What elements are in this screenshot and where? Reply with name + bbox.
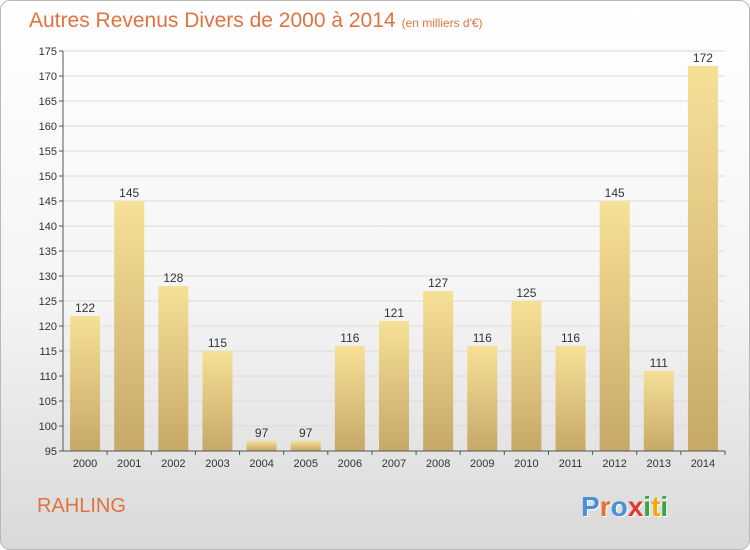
logo-letter: i (660, 491, 669, 522)
y-tick-label: 170 (39, 71, 57, 83)
bar-2013 (643, 371, 674, 451)
bar-value-label: 111 (650, 356, 669, 370)
x-tick-label: 2010 (514, 458, 538, 470)
y-tick-label: 160 (39, 121, 57, 133)
bar-value-label: 122 (75, 301, 95, 315)
y-tick-label: 155 (39, 146, 57, 158)
x-tick-label: 2012 (602, 458, 626, 470)
x-tick-label: 2004 (249, 458, 273, 470)
x-tick-label: 2001 (117, 458, 141, 470)
x-tick-label: 2009 (470, 458, 494, 470)
x-tick-label: 2008 (426, 458, 450, 470)
bar-2010 (511, 301, 542, 451)
y-tick-label: 150 (39, 171, 57, 183)
logo-letter: P (581, 491, 600, 522)
y-tick-label: 165 (39, 96, 57, 108)
bar-2000 (70, 316, 101, 451)
bar-2001 (114, 201, 145, 451)
x-tick-label: 2013 (647, 458, 671, 470)
bar-2005 (290, 441, 321, 451)
bar-2012 (599, 201, 630, 451)
place-name: RAHLING (37, 495, 126, 517)
bar-value-label: 172 (693, 51, 713, 65)
bar-value-label: 116 (473, 331, 492, 345)
y-tick-label: 130 (39, 271, 57, 283)
bar-value-label: 115 (208, 336, 227, 350)
bar-2008 (423, 291, 454, 451)
y-tick-label: 175 (39, 46, 57, 58)
bar-value-label: 97 (255, 426, 269, 440)
x-tick-label: 2005 (293, 458, 317, 470)
x-tick-label: 2011 (559, 458, 583, 470)
logo-letter: t (651, 491, 661, 522)
bar-2011 (555, 346, 586, 451)
y-tick-label: 105 (39, 396, 57, 408)
y-tick-label: 115 (39, 346, 57, 358)
bar-value-label: 121 (384, 306, 404, 320)
chart-title-text: Autres Revenus Divers de 2000 à 2014 (29, 9, 396, 32)
y-tick-label: 135 (39, 246, 57, 258)
y-tick-label: 140 (39, 221, 57, 233)
y-tick-label: 110 (39, 371, 57, 383)
x-tick-label: 2002 (161, 458, 185, 470)
proxiti-logo[interactable]: Proxiti (581, 491, 668, 523)
bar-value-label: 127 (428, 276, 448, 290)
y-tick-label: 120 (39, 321, 57, 333)
bar-value-label: 116 (561, 331, 580, 345)
bar-value-label: 97 (299, 426, 313, 440)
y-tick-label: 125 (39, 296, 57, 308)
logo-letter: x (627, 491, 644, 522)
x-tick-label: 2007 (382, 458, 406, 470)
logo-letter: r (599, 491, 611, 522)
chart-title: Autres Revenus Divers de 2000 à 2014 (en … (29, 9, 483, 33)
bar-2009 (467, 346, 498, 451)
logo-letter: i (643, 491, 652, 522)
chart-subtitle: (en milliers d'€) (401, 16, 483, 30)
bar-2007 (379, 321, 409, 451)
bar-2014 (687, 66, 718, 451)
bar-value-label: 116 (340, 331, 359, 345)
x-tick-label: 2006 (338, 458, 362, 470)
y-tick-label: 145 (39, 196, 57, 208)
bar-2004 (246, 441, 277, 451)
x-tick-label: 2000 (73, 458, 97, 470)
x-tick-label: 2003 (205, 458, 229, 470)
logo-letter: o (610, 491, 628, 522)
bar-2006 (334, 346, 365, 451)
y-tick-label: 95 (45, 446, 57, 458)
bar-value-label: 128 (163, 271, 183, 285)
bar-value-label: 145 (119, 186, 139, 200)
x-tick-label: 2014 (691, 458, 715, 470)
bar-value-label: 145 (605, 186, 625, 200)
bar-value-label: 125 (516, 286, 536, 300)
bar-2003 (202, 351, 233, 451)
y-tick-label: 100 (39, 421, 57, 433)
bar-2002 (158, 286, 189, 451)
